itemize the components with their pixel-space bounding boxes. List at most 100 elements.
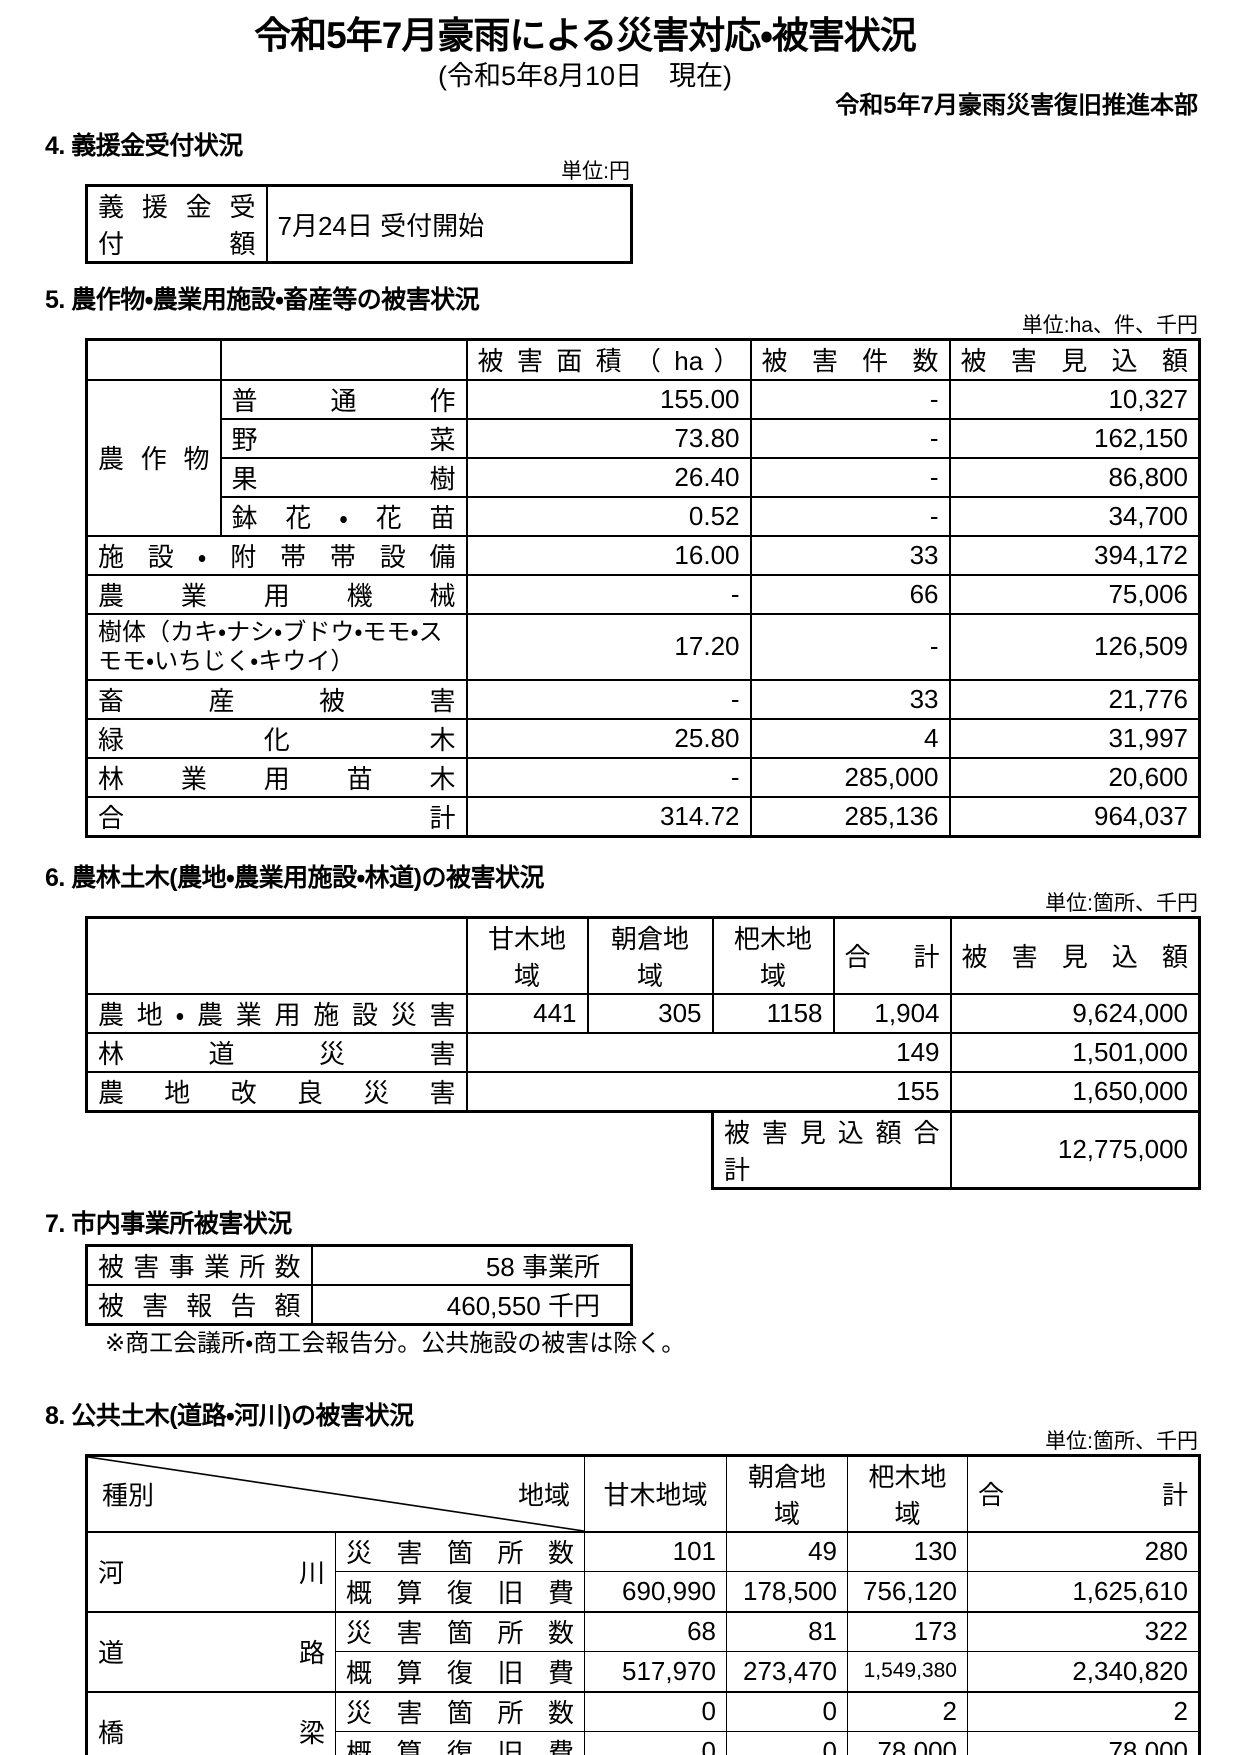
- column-header: 朝倉地域: [586, 916, 714, 995]
- value-cell: 173: [847, 1610, 968, 1652]
- table-row: 施 設 ・ 附 帯 帯 設 備 16.00 33 394,172: [85, 534, 1201, 576]
- table-row: 緑 化 木 25.80 4 31,997: [85, 717, 1201, 759]
- table-row: 野 菜 73.80 - 162,150: [87, 418, 1201, 459]
- value-cell: 68: [584, 1610, 727, 1652]
- metric-label-cell: 概 算 復 旧 費: [335, 1651, 585, 1692]
- page-title: 令和5年7月豪雨による災害対応・被害状況: [254, 15, 917, 56]
- value-cell: 130: [847, 1530, 968, 1572]
- column-header: 被 害 見 込 額: [948, 338, 1201, 381]
- value-cell: -: [465, 756, 752, 798]
- table-row: 被 害 見 込 額 合 計 12,775,000: [711, 1112, 1201, 1189]
- table-row: 被 害 報 告 額 460,550 千円: [85, 1283, 633, 1325]
- column-header: 被 害 件 数: [749, 338, 951, 381]
- agri-civil-damage-table: 甘木地域 朝倉地域 杷木地域 合 計 被 害 見 込 額 農 地 ・ 農 業 用…: [85, 915, 1201, 1113]
- value-cell: 305: [586, 992, 714, 1034]
- value-cell: 517,970: [584, 1651, 727, 1692]
- value-cell: 285,136: [749, 795, 951, 837]
- value-cell: 964,037: [948, 795, 1201, 837]
- table-header-row: 甘木地域 朝倉地域 杷木地域 合 計 被 害 見 込 額: [85, 916, 1201, 995]
- metric-label-cell: 災 害 箇 所 数: [335, 1690, 585, 1732]
- metric-label-cell: 概 算 復 旧 費: [335, 1571, 585, 1612]
- column-header: 甘木地域: [465, 916, 589, 995]
- business-damage-table: 被 害 事 業 所 数 58 事業所 被 害 報 告 額 460,550 千円: [85, 1243, 633, 1326]
- row-label-cell: 道 路: [86, 1610, 336, 1692]
- section4-heading: 4. 義援金受付状況: [45, 132, 243, 160]
- row-label-cell: 林 道 災 害: [85, 1031, 468, 1073]
- table-row: 林 道 災 害 149 1,501,000: [85, 1031, 1201, 1073]
- row-label-cell: 農 地 改 良 災 害: [85, 1070, 468, 1112]
- blank-header-cell: [85, 338, 222, 381]
- value-cell: 441: [465, 992, 589, 1034]
- value-cell: 31,997: [948, 717, 1201, 759]
- value-cell: 0: [726, 1690, 848, 1732]
- page-subtitle: (令和5年8月10日 現在): [437, 61, 733, 91]
- section8-heading: 8. 公共土木(道路・河川)の被害状況: [45, 1401, 414, 1430]
- row-label-cell: 施 設 ・ 附 帯 帯 設 備: [85, 534, 468, 576]
- row-label-cell: 緑 化 木: [85, 717, 468, 759]
- section5-unit-label: 単位:ha、件、千円: [1021, 314, 1198, 337]
- value-cell: 0: [726, 1731, 848, 1755]
- agriculture-damage-table: 被 害 面 積 （ ha ） 被 害 件 数 被 害 見 込 額 農 作 物 普…: [85, 338, 1201, 838]
- row-label-cell: 野 菜: [220, 418, 468, 459]
- value-cell: 58 事業所: [310, 1244, 633, 1286]
- value-cell: 1,904: [832, 992, 952, 1034]
- value-cell: 78,000: [847, 1731, 968, 1755]
- value-cell: 155.00: [465, 378, 752, 420]
- value-cell: 33: [749, 678, 951, 720]
- row-label-cell: 農 地 ・ 農 業 用 施 設 災 害: [85, 992, 468, 1034]
- value-cell: 162,150: [948, 418, 1201, 459]
- value-cell: -: [749, 457, 951, 498]
- row-label-cell: 鉢 花 ・ 花 苗: [220, 496, 468, 537]
- donation-table: 義 援 金 受 付 額 7月24日 受付開始: [85, 184, 633, 264]
- value-cell: 1,650,000: [949, 1070, 1201, 1112]
- value-cell: 12,775,000: [949, 1112, 1201, 1189]
- column-header: 被 害 見 込 額: [949, 916, 1201, 995]
- value-cell: 17.20: [465, 612, 752, 681]
- value-cell: 66: [749, 573, 951, 615]
- value-cell: 394,172: [948, 534, 1201, 576]
- value-cell: 86,800: [948, 457, 1201, 498]
- value-cell: 149: [465, 1031, 952, 1073]
- row-label-cell: 被 害 見 込 額 合 計: [711, 1112, 952, 1189]
- table-row: 概 算 復 旧 費 517,970 273,470 1,549,380 2,34…: [87, 1651, 1200, 1692]
- public-works-damage-table: 種別 地域 甘木地域 朝倉地域 杷木地域 合 計 河 川 災 害 箇 所 数 1…: [85, 1453, 1201, 1755]
- metric-label-cell: 概 算 復 旧 費: [335, 1731, 585, 1755]
- table-header-row: 被 害 面 積 （ ha ） 被 害 件 数 被 害 見 込 額: [85, 338, 1201, 381]
- table-row: 概 算 復 旧 費 0 0 78,000 78,000: [87, 1731, 1200, 1755]
- footnote: ※商工会議所・商工会報告分。公共施設の被害は除く。: [105, 1329, 686, 1357]
- row-label-cell: 橋 梁: [86, 1690, 336, 1755]
- value-cell: 460,550 千円: [310, 1283, 633, 1325]
- row-label-cell: 農 業 用 機 械: [85, 573, 468, 615]
- column-header: 甘木地域: [584, 1454, 727, 1533]
- value-cell: 1,501,000: [949, 1031, 1201, 1073]
- value-cell: 285,000: [749, 756, 951, 798]
- metric-label-cell: 災 害 箇 所 数: [335, 1610, 585, 1652]
- table-row: 義 援 金 受 付 額 7月24日 受付開始: [85, 184, 633, 264]
- section5-heading: 5. 農作物・農業用施設・畜産等の被害状況: [45, 286, 480, 314]
- table-row: 樹体（カキ・ナシ・ブドウ・モモ・スモモ・いちじく・キウイ） 17.20 - 12…: [85, 612, 1201, 681]
- value-cell: 178,500: [726, 1571, 848, 1612]
- value-cell: 21,776: [948, 678, 1201, 720]
- value-cell: 49: [726, 1530, 848, 1572]
- table-row: 農 地 改 良 災 害 155 1,650,000: [85, 1070, 1201, 1112]
- value-cell: 26.40: [465, 457, 752, 498]
- value-cell: -: [749, 378, 951, 420]
- column-header: 朝倉地域: [726, 1454, 848, 1533]
- row-label-cell: 樹体（カキ・ナシ・ブドウ・モモ・スモモ・いちじく・キウイ）: [85, 612, 468, 681]
- corner-label-kind: 種別: [102, 1480, 155, 1510]
- section6-heading: 6. 農林土木(農地・農業用施設・林道)の被害状況: [45, 863, 544, 892]
- value-cell: -: [749, 612, 951, 681]
- table-row: 被 害 事 業 所 数 58 事業所: [85, 1244, 633, 1286]
- value-cell: 2: [847, 1690, 968, 1732]
- value-cell: 690,990: [584, 1571, 727, 1612]
- group-label-cell: 農 作 物: [85, 378, 222, 537]
- table-row: 鉢 花 ・ 花 苗 0.52 - 34,700: [87, 496, 1201, 537]
- org-name: 令和5年7月豪雨災害復旧推進本部: [835, 92, 1198, 119]
- value-cell: 0.52: [465, 496, 752, 537]
- value-cell: 10,327: [948, 378, 1201, 420]
- section4-unit-label: 単位:円: [561, 160, 630, 183]
- blank-header-cell: [220, 338, 468, 381]
- row-label-cell: 畜 産 被 害: [85, 678, 468, 720]
- row-label-cell: 河 川: [86, 1530, 336, 1612]
